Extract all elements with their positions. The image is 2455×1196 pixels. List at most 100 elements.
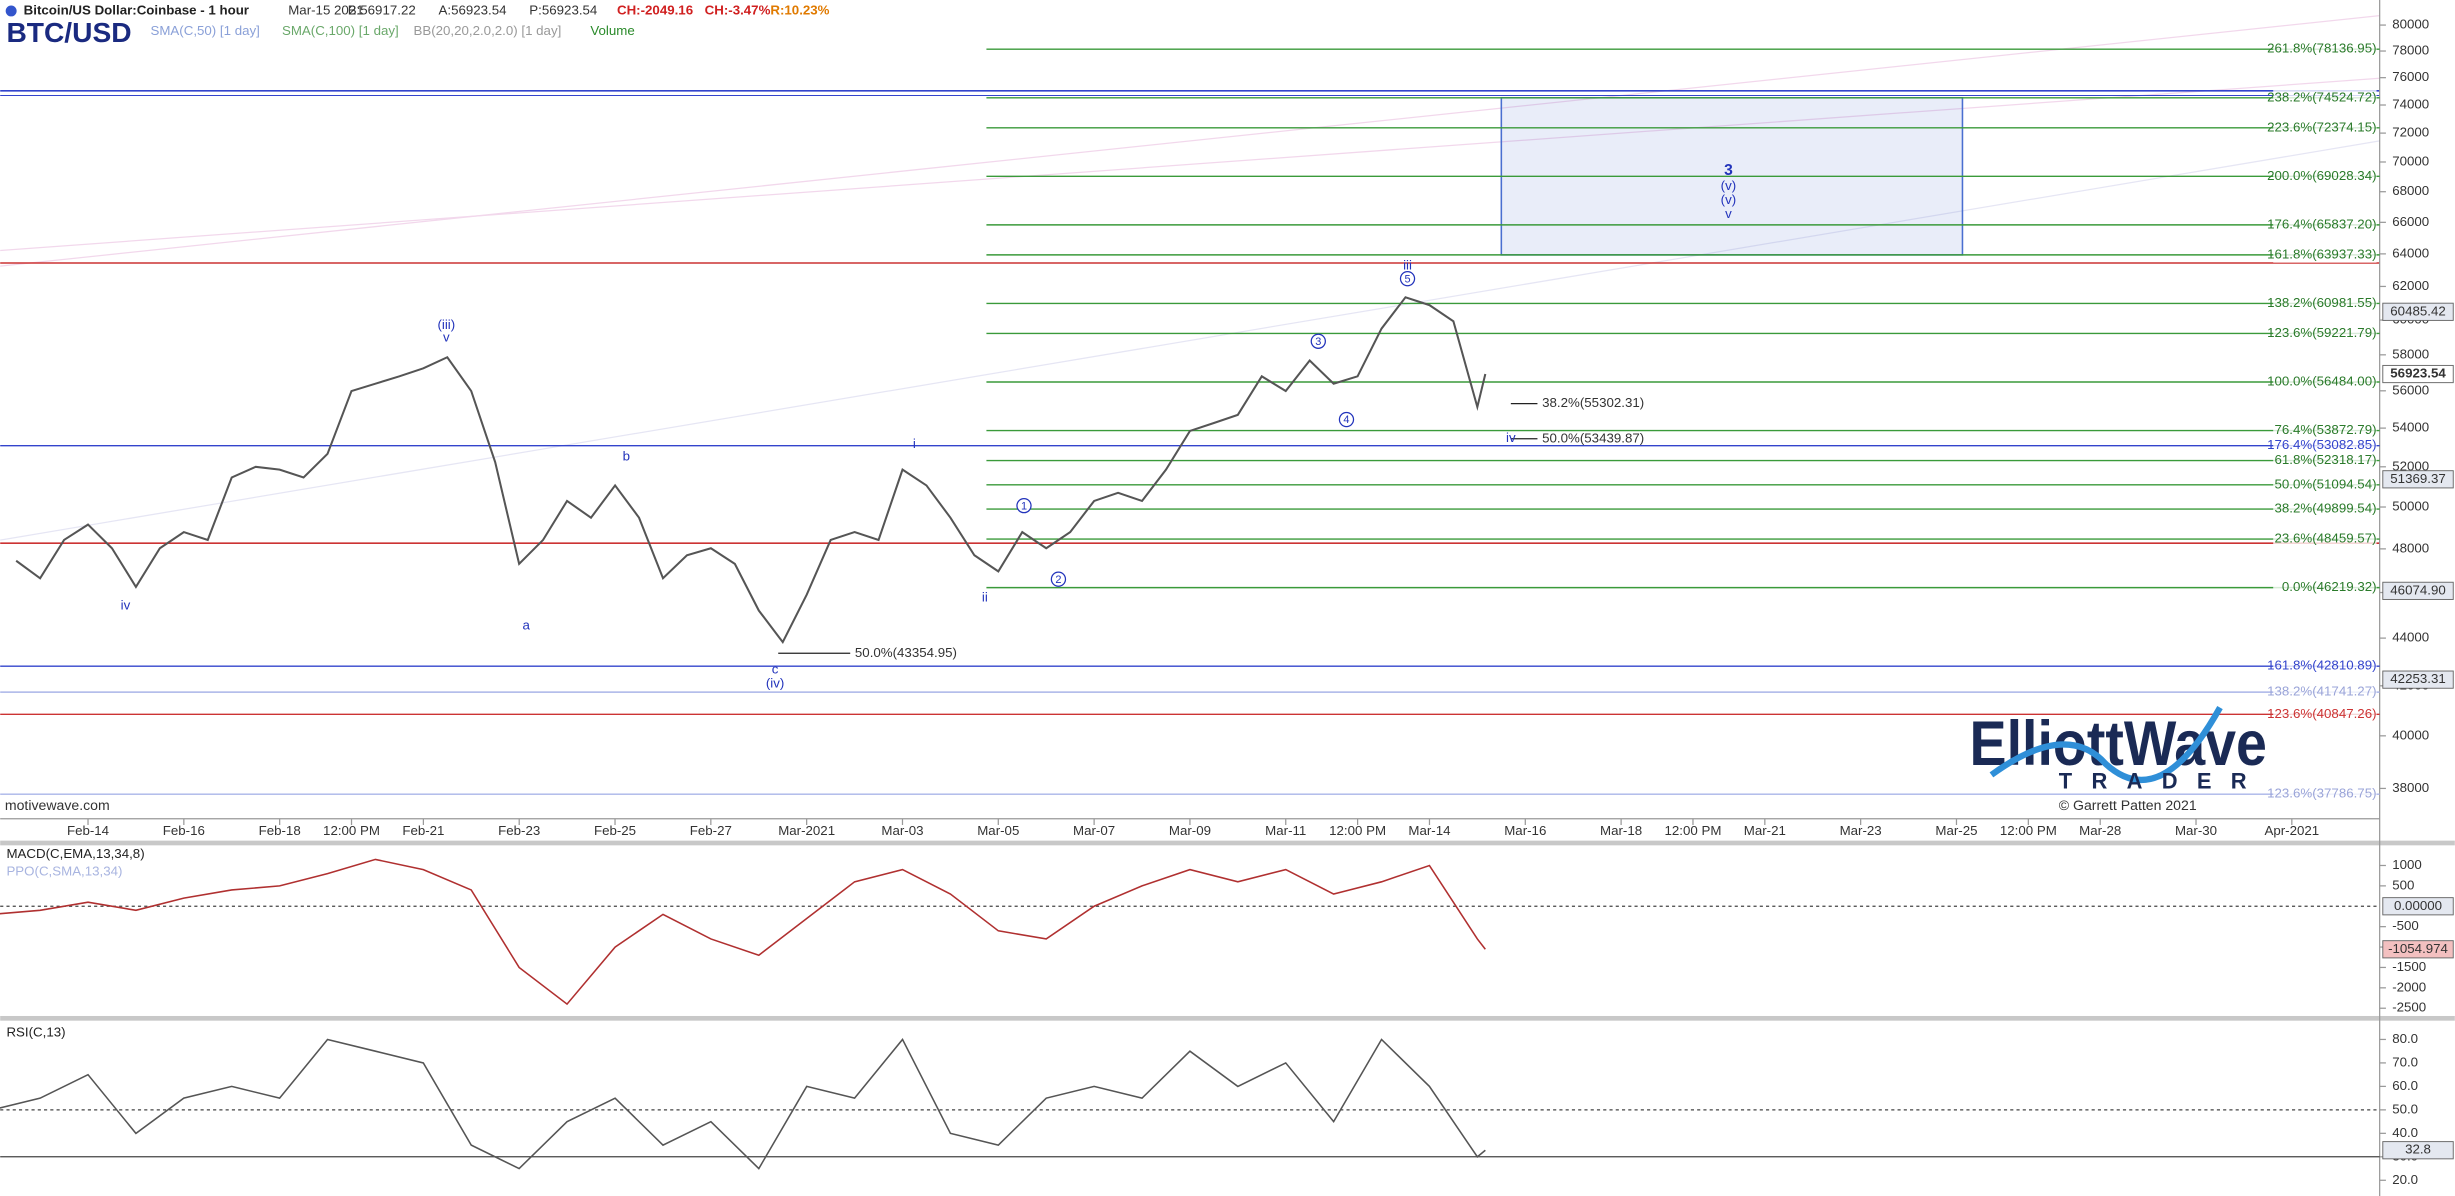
x-tick-label: Feb-23 (498, 823, 540, 838)
y-tick-label: 78000 (2392, 43, 2429, 58)
wave-label: v (443, 330, 450, 345)
pane-title: RSI(C,13) (6, 1025, 65, 1040)
wave-count: 1 (1021, 500, 1027, 512)
fib-label-bg (2273, 706, 2377, 723)
wave-label: iii (1403, 258, 1412, 273)
fib-label: 38.2%(49899.54) (2275, 501, 2377, 516)
fib-label-bg (2273, 325, 2377, 342)
fib-label: 176.4%(65837.20) (2267, 216, 2376, 231)
y-tick-label: 40.0 (2392, 1125, 2418, 1140)
fib-label-bg (2273, 452, 2377, 469)
y-tick-label: 38000 (2392, 780, 2429, 795)
pane-divider (0, 1015, 2455, 1021)
wave-label: i (913, 436, 916, 451)
fib-label-bg (2273, 41, 2377, 58)
x-tick-label: Mar-14 (1408, 823, 1450, 838)
wave-circle (1050, 571, 1067, 587)
fib-label: 23.6%(48459.57) (2275, 531, 2377, 546)
wave-label: (v) (1721, 192, 1737, 207)
wave-label: (iii) (437, 317, 455, 332)
wave-circle (1338, 411, 1355, 428)
price-tag (2382, 670, 2454, 689)
y-tick-label: 52000 (2392, 458, 2429, 473)
wave-label: b (623, 449, 630, 464)
series-line (0, 858, 1486, 1006)
wave-circle (1016, 497, 1032, 514)
retracement-label: 50.0%(53439.87) (1542, 430, 1644, 445)
fib-label: 238.2%(74524.72) (2267, 89, 2376, 104)
x-tick-label: Mar-30 (2175, 823, 2217, 838)
x-tick-label: Feb-25 (594, 823, 636, 838)
fib-label: 138.2%(41741.27) (2267, 684, 2376, 699)
price-tag-label: 46074.90 (2390, 582, 2445, 597)
plot: 3800040000420004400046000480005000052000… (0, 17, 2454, 1187)
stat: B:56917.22 (348, 2, 416, 17)
x-tick-label: 12:00 PM (2000, 823, 2057, 838)
price-tag (2382, 364, 2454, 384)
fib-label-bg (2273, 422, 2377, 439)
x-tick-label: Mar-28 (2079, 823, 2121, 838)
watermark: motivewave.com (5, 797, 110, 813)
fib-label: 261.8%(78136.95) (2267, 41, 2376, 56)
symbol: BTC/USD (6, 16, 131, 48)
y-tick-label: 500 (2392, 877, 2414, 892)
fib-label: 200.0%(69028.34) (2267, 168, 2376, 183)
fib-label-bg (2273, 786, 2377, 803)
y-tick-label: 72000 (2392, 125, 2429, 140)
y-tick-label: 80000 (2392, 17, 2429, 32)
wave-label: v (1725, 206, 1732, 221)
y-tick-label: 56000 (2392, 382, 2429, 397)
date: Mar-15 2021 (288, 2, 363, 17)
wave-label: 3 (1724, 162, 1733, 179)
y-tick-label: 68000 (2392, 183, 2429, 198)
price-tag (2382, 940, 2454, 959)
wave-label: a (522, 618, 530, 633)
x-tick-label: Feb-14 (67, 823, 109, 838)
price-tag-label: 51369.37 (2390, 471, 2445, 486)
fib-label-bg (2273, 501, 2377, 517)
fib-label: 123.6%(37786.75) (2267, 786, 2376, 801)
trend-line (0, 140, 2380, 541)
y-tick-label: 20.0 (2392, 1172, 2418, 1187)
fib-label: 123.6%(59221.79) (2267, 325, 2376, 340)
price-tag (2382, 897, 2454, 916)
y-tick-label: 50.0 (2392, 1101, 2418, 1116)
y-tick-label: 66000 (2392, 214, 2429, 229)
series-line (15, 296, 1487, 645)
fib-label: 76.4%(53872.79) (2275, 422, 2377, 437)
price-tag-label: 60485.42 (2390, 303, 2445, 318)
fib-label-bg (2273, 89, 2377, 106)
fib-label: 161.8%(63937.33) (2267, 246, 2376, 261)
stat: CH:-3.47% (705, 2, 771, 17)
y-tick-label: 80.0 (2392, 1031, 2418, 1046)
fib-label-bg (2273, 684, 2377, 700)
fib-label: 50.0%(51094.54) (2275, 476, 2377, 491)
wave-label: iv (121, 597, 131, 612)
stat: A:56923.54 (439, 2, 507, 17)
fib-label: 123.6%(40847.26) (2267, 706, 2376, 721)
study: Volume (590, 23, 634, 38)
fib-label-bg (2273, 295, 2377, 312)
wave-count: 3 (1315, 336, 1321, 348)
fib-label: 61.8%(52318.17) (2275, 452, 2377, 467)
fib-label-bg (2273, 247, 2377, 263)
price-tag (2382, 1141, 2454, 1160)
price-tag (2382, 581, 2454, 600)
wave-count: 5 (1404, 273, 1410, 285)
x-tick-label: Mar-25 (1935, 823, 1977, 838)
x-tick-label: Feb-27 (690, 823, 732, 838)
y-tick-label: -2000 (2392, 979, 2426, 994)
price-tag (2382, 470, 2454, 489)
x-tick-label: Mar-23 (1840, 823, 1882, 838)
price-tag-label: 0.00000 (2394, 898, 2442, 913)
fib-label-bg (2273, 217, 2377, 233)
y-tick-label: 44000 (2392, 630, 2429, 645)
price-tag-label: 32.8 (2405, 1142, 2431, 1157)
trend-line (0, 77, 2380, 252)
pane-title: MACD(C,EMA,13,34,8) (6, 846, 144, 861)
x-tick-label: Apr-2021 (2264, 823, 2319, 838)
fib-label-bg (2273, 168, 2377, 185)
y-tick-label: -2500 (2392, 1000, 2426, 1015)
x-tick-label: Mar-16 (1504, 823, 1546, 838)
y-tick-label: 62000 (2392, 278, 2429, 293)
